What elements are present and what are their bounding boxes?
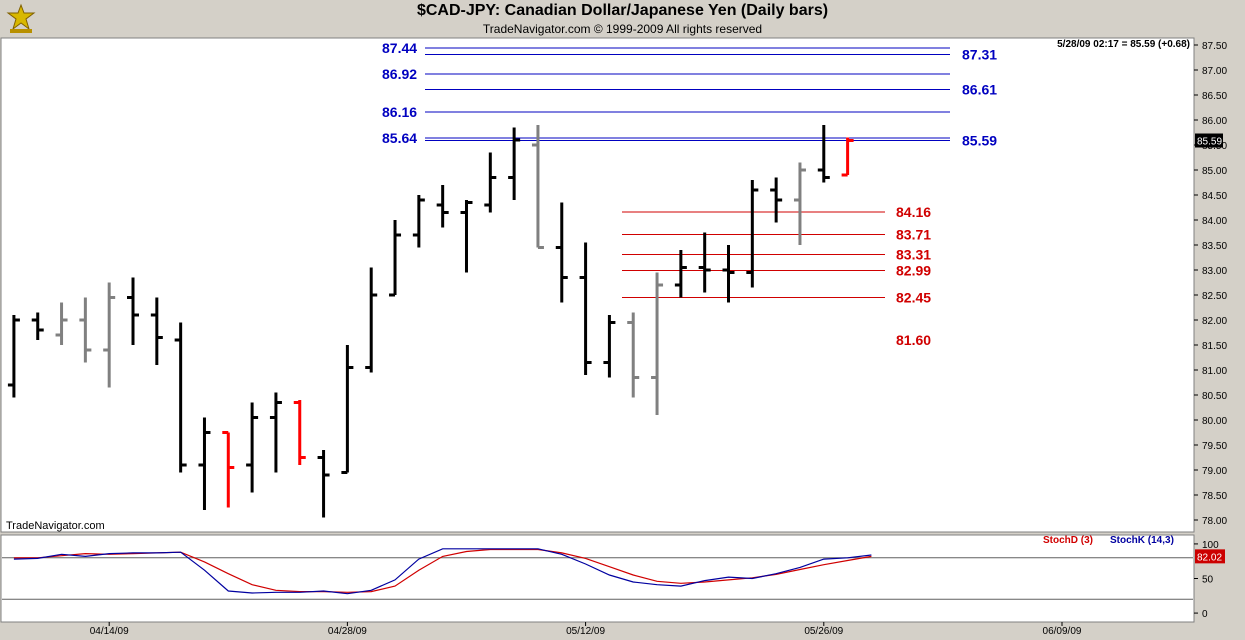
ohlc-bar <box>150 297 163 365</box>
price-tick-label: 81.00 <box>1202 366 1227 377</box>
price-tick-label: 82.00 <box>1202 316 1227 327</box>
ohlc-bar <box>389 220 402 297</box>
chart-title: $CAD-JPY: Canadian Dollar/Japanese Yen (… <box>416 2 829 19</box>
price-tick-label: 81.50 <box>1202 341 1227 352</box>
ohlc-bar <box>31 312 44 340</box>
ohlc-bar <box>293 400 306 465</box>
price-tick-label: 83.50 <box>1202 241 1227 252</box>
red-level-label: 83.71 <box>896 227 931 243</box>
price-tick-label: 85.00 <box>1202 166 1227 177</box>
blue-level-label: 85.59 <box>962 133 997 149</box>
price-tick-label: 79.50 <box>1202 441 1227 452</box>
blue-level-label: 87.44 <box>382 40 417 56</box>
price-tick-label: 86.00 <box>1202 116 1227 127</box>
ohlc-bar <box>246 402 259 493</box>
price-tick-label: 84.50 <box>1202 191 1227 202</box>
blue-level-label: 85.64 <box>382 130 417 146</box>
ohlc-bar <box>841 137 854 177</box>
ohlc-bar <box>127 277 140 345</box>
ohlc-bar <box>508 127 521 200</box>
ohlc-bar <box>579 242 592 375</box>
stochastic-tick-label: 100 <box>1202 540 1219 551</box>
ohlc-bar <box>627 312 640 398</box>
ohlc-bar <box>55 302 68 345</box>
ohlc-bar <box>317 450 330 518</box>
ohlc-bar <box>651 272 664 415</box>
red-level-label: 81.60 <box>896 332 931 348</box>
ohlc-bar <box>555 202 568 303</box>
stochastic-tick-label: 50 <box>1202 575 1214 586</box>
stochastic-value-label: 82.02 <box>1197 552 1222 563</box>
ohlc-bar <box>698 232 711 293</box>
blue-level-label: 87.31 <box>962 47 997 63</box>
ohlc-bar <box>531 125 544 249</box>
blue-level-label: 86.92 <box>382 66 417 82</box>
ohlc-bar <box>365 267 378 373</box>
price-tick-label: 82.50 <box>1202 291 1227 302</box>
ohlc-bar <box>770 177 783 223</box>
date-axis: 04/14/09 04/28/09 05/12/09 05/26/09 06/09/09 <box>90 622 1082 637</box>
ohlc-bar <box>79 297 92 363</box>
ohlc-bar <box>603 315 616 378</box>
blue-level-label: 86.61 <box>962 82 997 98</box>
price-tick-label: 87.00 <box>1202 66 1227 77</box>
ohlc-bar <box>746 180 759 288</box>
last-price-label: 85.59 <box>1197 137 1222 148</box>
price-tick-label: 78.50 <box>1202 491 1227 502</box>
red-level-label: 83.31 <box>896 247 931 263</box>
ohlc-bar <box>7 315 20 398</box>
price-tick-label: 78.00 <box>1202 516 1227 527</box>
stochastic-tick-label: 0 <box>1202 609 1208 620</box>
title-bar: $CAD-JPY: Canadian Dollar/Japanese Yen (… <box>0 0 1245 38</box>
date-tick-label: 04/28/09 <box>328 626 367 637</box>
ohlc-bar <box>222 431 235 508</box>
ohlc-bar <box>341 345 354 474</box>
date-tick-label: 04/14/09 <box>90 626 129 637</box>
price-panel-background <box>0 37 1195 533</box>
blue-level-label: 86.16 <box>382 104 417 120</box>
red-level-label: 82.99 <box>896 263 931 279</box>
stoch-d-legend: StochD (3) <box>1043 535 1093 546</box>
ohlc-bar <box>817 125 830 183</box>
quote-readout: 5/28/09 02:17 = 85.59 (+0.68) <box>1057 39 1190 50</box>
stoch-k-line <box>13 548 872 595</box>
stoch-k-legend: StochK (14,3) <box>1110 535 1174 546</box>
price-tick-label: 80.50 <box>1202 391 1227 402</box>
chart-subtitle: TradeNavigator.com © 1999-2009 All right… <box>482 22 763 36</box>
price-tick-label: 79.00 <box>1202 466 1227 477</box>
ohlc-bar <box>198 417 211 510</box>
ohlc-bar <box>436 185 449 228</box>
last-price-badge <box>1195 133 1223 148</box>
price-tick-label: 86.50 <box>1202 91 1227 102</box>
price-tick-label: 83.00 <box>1202 266 1227 277</box>
ohlc-bar <box>103 282 116 388</box>
red-level-label: 84.16 <box>896 204 931 220</box>
ohlc-bar <box>174 322 187 473</box>
date-tick-label: 06/09/09 <box>1043 626 1082 637</box>
stochastic-value-badge <box>1195 549 1225 564</box>
stochastic-panel-background <box>0 534 1195 623</box>
price-axis: 87.5087.0086.5086.0085.5085.0084.5084.00… <box>1194 41 1227 527</box>
ohlc-bar <box>722 245 735 303</box>
ohlc-bar <box>793 162 806 245</box>
watermark: TradeNavigator.com <box>6 520 105 532</box>
price-tick-label: 87.50 <box>1202 41 1227 52</box>
trade-navigator-logo-icon <box>6 3 36 33</box>
ohlc-bar <box>412 195 425 248</box>
price-tick-label: 84.00 <box>1202 216 1227 227</box>
date-tick-label: 05/12/09 <box>566 626 605 637</box>
ohlc-bar <box>269 392 282 473</box>
ohlc-bar <box>460 200 473 273</box>
price-tick-label: 80.00 <box>1202 416 1227 427</box>
ohlc-bar <box>484 152 497 213</box>
red-level-label: 82.45 <box>896 290 931 306</box>
ohlc-bar <box>674 250 687 298</box>
date-tick-label: 05/26/09 <box>804 626 843 637</box>
ohlc-bars <box>7 125 854 518</box>
stochastic-indicator: 100 50 0 StochD (3) StochK (14,3) 82.02 <box>2 535 1225 620</box>
